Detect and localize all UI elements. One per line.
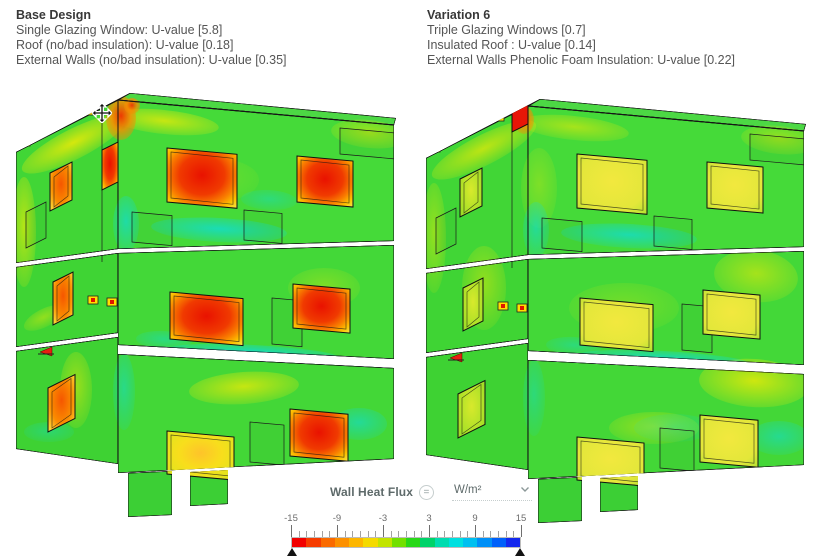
base-design-line-3: External Walls (no/bad insulation): U-va… [16, 53, 287, 67]
colorbar-tick-labels: -15 -9 -3 3 9 15 [284, 513, 527, 524]
unit-value: W/m² [453, 483, 482, 496]
variation-6-title: Variation 6 [427, 8, 491, 22]
variation-6-header: Variation 6 Triple Glazing Windows [0.7]… [427, 8, 735, 68]
unit-dropdown[interactable]: W/m² [451, 483, 532, 501]
range-max-marker[interactable] [515, 548, 525, 556]
base-design-heat-flux-model [16, 93, 396, 517]
wall-heat-flux-legend: Wall Heat Flux = W/m² [330, 482, 532, 502]
variation-6-heat-flux-model [426, 99, 806, 523]
chevron-down-icon [520, 487, 529, 492]
colorbar-ticks [291, 524, 522, 537]
variation-6-line-2: Insulated Roof : U-value [0.14] [427, 38, 596, 52]
base-design-header: Base Design Single Glazing Window: U-val… [16, 8, 287, 68]
move-cursor-icon [91, 102, 113, 124]
colorbar-gradient [291, 537, 521, 548]
base-design-title: Base Design [16, 8, 92, 22]
wall-heat-flux-label: Wall Heat Flux [330, 485, 413, 499]
variation-6-line-3: External Walls Phenolic Foam Insulation:… [427, 53, 736, 67]
base-design-line-1: Single Glazing Window: U-value [5.8] [16, 23, 223, 37]
base-design-line-2: Roof (no/bad insulation): U-value [0.18] [16, 38, 234, 52]
equals-badge-icon[interactable]: = [418, 484, 434, 500]
heat-flux-colorbar: -15 -9 -3 3 9 15 [284, 513, 527, 559]
range-min-marker[interactable] [287, 548, 297, 556]
variation-6-line-1: Triple Glazing Windows [0.7] [427, 23, 586, 37]
